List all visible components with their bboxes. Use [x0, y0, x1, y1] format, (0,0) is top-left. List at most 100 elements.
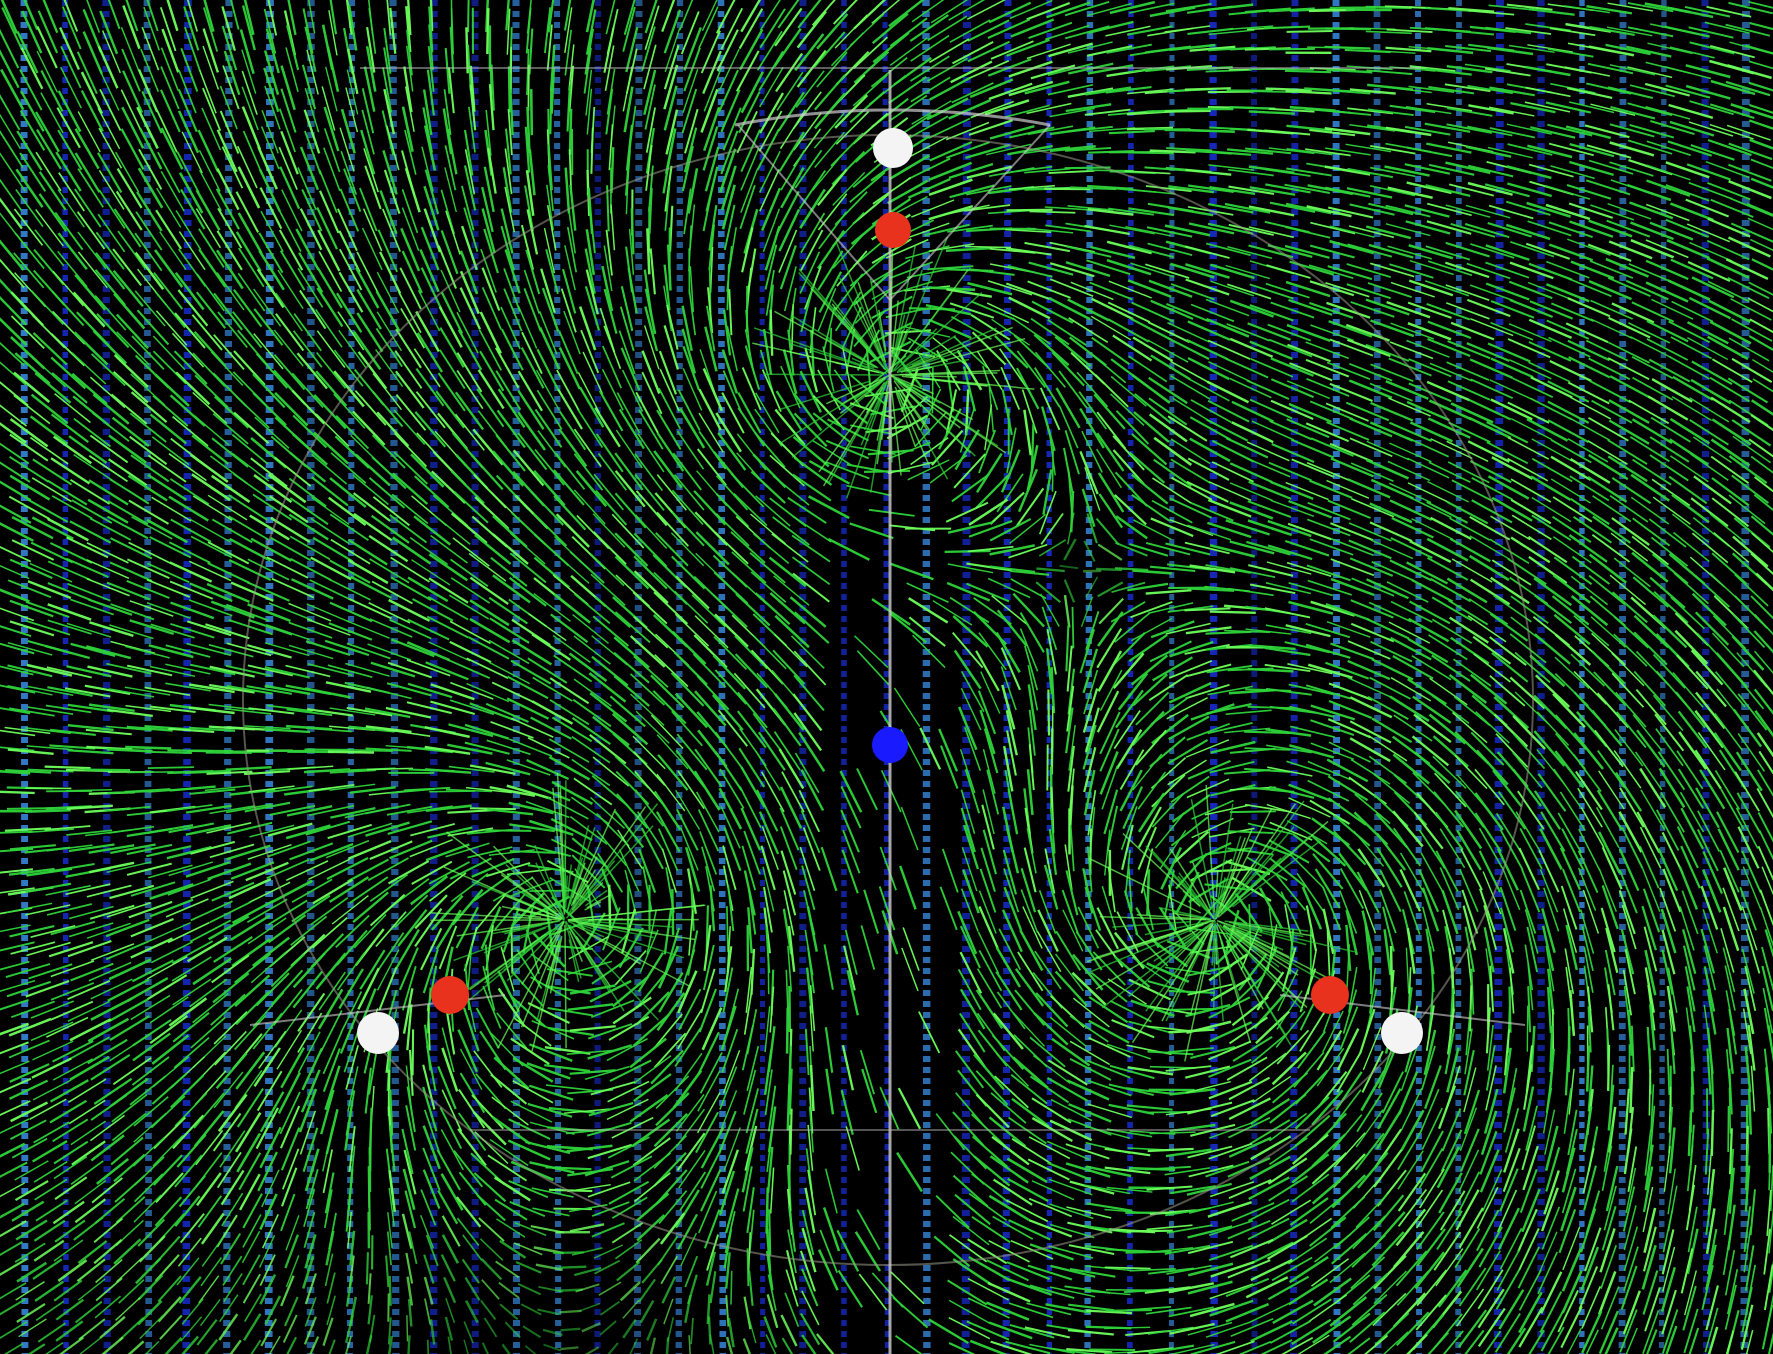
field-vector [402, 988, 414, 1034]
field-vector [577, 372, 601, 414]
field-vector [653, 1113, 689, 1148]
field-vector [278, 146, 298, 190]
field-vector [1095, 517, 1120, 545]
field-vector [638, 409, 664, 450]
field-vector [0, 258, 25, 289]
field-vector [440, 291, 464, 334]
field-vector [990, 1092, 1027, 1124]
field-vector [194, 374, 229, 409]
field-vector [1427, 338, 1471, 357]
field-vector [33, 248, 65, 286]
field-vector [399, 267, 422, 310]
field-vector [1266, 744, 1312, 754]
field-vector [71, 499, 113, 524]
blue-field-line [1332, 0, 1341, 1354]
field-vector [739, 28, 764, 71]
field-vector [1371, 717, 1413, 744]
field-vector [386, 125, 400, 171]
field-vector [331, 895, 369, 925]
field-vector [677, 1008, 703, 1050]
field-vector [1128, 244, 1174, 259]
field-vector [285, 47, 299, 93]
field-vector [110, 603, 155, 621]
field-vector [823, 944, 834, 990]
field-vector [434, 514, 471, 545]
field-vector [0, 642, 35, 655]
field-vector [485, 702, 529, 723]
field-vector [1228, 1097, 1271, 1121]
field-vector [528, 28, 534, 75]
field-vector [1165, 1148, 1212, 1158]
field-vector [368, 1049, 378, 1095]
field-vector [1031, 1117, 1073, 1143]
field-vector [672, 1069, 703, 1109]
field-vector [386, 805, 433, 816]
field-vector [1429, 362, 1473, 382]
field-vector [1170, 360, 1212, 385]
field-vector [860, 925, 876, 970]
field-vector [1747, 217, 1773, 231]
field-vector [363, 66, 376, 112]
field-vector [722, 967, 734, 1013]
field-vector [1208, 1058, 1252, 1078]
field-vector [590, 1081, 636, 1096]
field-vector [1509, 676, 1546, 710]
field-vector [940, 745, 959, 789]
field-vector [1385, 223, 1431, 237]
field-vector [1554, 656, 1590, 690]
field-vector [1309, 479, 1353, 499]
field-vector [624, 869, 637, 915]
field-vector [401, 965, 417, 1011]
field-vector [1376, 847, 1403, 888]
field-vector [1291, 458, 1335, 478]
field-vector [1047, 1140, 1090, 1161]
field-vector [1565, 125, 1611, 140]
field-vector [1710, 455, 1750, 484]
field-vector [156, 110, 178, 153]
field-vector [1149, 149, 1196, 154]
field-vector [1006, 208, 1053, 212]
field-vector [989, 491, 1025, 525]
field-vector [1485, 1065, 1497, 1111]
field-vector [1717, 828, 1740, 871]
field-vector [391, 638, 435, 658]
field-vector [420, 226, 440, 271]
field-vector [1128, 633, 1168, 663]
field-vector [1388, 621, 1431, 644]
field-vector [50, 920, 96, 936]
field-vector [304, 87, 320, 133]
field-vector [1347, 659, 1391, 681]
field-vector [1190, 502, 1234, 522]
field-vector [1248, 226, 1294, 239]
field-vector [789, 596, 827, 628]
field-vector [592, 513, 626, 548]
field-vector [1509, 967, 1515, 1014]
field-vector [1711, 358, 1753, 383]
field-vector [112, 1057, 152, 1085]
field-vector [1592, 515, 1632, 544]
field-vector [1050, 667, 1056, 714]
field-vector [1455, 790, 1485, 828]
field-vector [1701, 869, 1722, 913]
field-vector [555, 513, 590, 548]
field-vector [165, 663, 211, 675]
field-vector [1371, 658, 1414, 681]
field-vector [1523, 1064, 1533, 1110]
field-vector [1427, 417, 1471, 439]
field-vector [291, 389, 325, 425]
field-vector [252, 936, 290, 967]
field-vector [236, 1132, 262, 1173]
field-vector [1356, 871, 1380, 914]
field-vector [304, 130, 322, 175]
field-vector [791, 304, 794, 351]
field-vector [1109, 224, 1155, 235]
field-vector [1270, 480, 1314, 501]
field-vector [688, 289, 697, 336]
field-vector [527, 782, 571, 802]
field-vector [73, 331, 109, 366]
field-vector [526, 1062, 571, 1080]
field-vector [107, 998, 149, 1023]
field-vector [672, 452, 702, 491]
field-vector [1686, 223, 1730, 243]
field-vector [9, 1119, 47, 1140]
